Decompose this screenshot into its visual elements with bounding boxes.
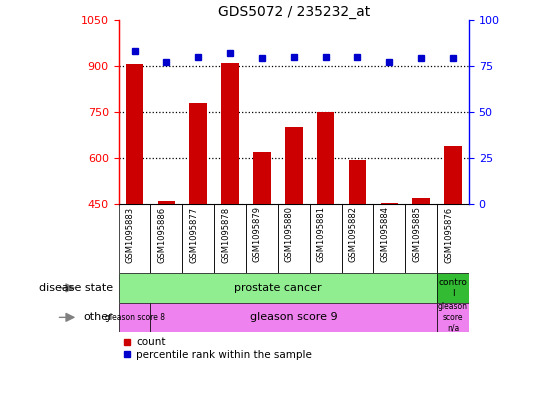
Bar [374,204,405,273]
Title: GDS5072 / 235232_at: GDS5072 / 235232_at [218,5,370,18]
Bar [189,103,207,204]
Bar [278,204,310,273]
Bar [437,273,469,303]
Bar [342,204,374,273]
Bar [437,303,469,332]
Bar [214,204,246,273]
Bar [405,204,437,273]
Text: prostate cancer: prostate cancer [234,283,322,293]
Text: GSM1095876: GSM1095876 [444,206,453,263]
Text: GSM1095880: GSM1095880 [285,206,294,263]
Text: GSM1095886: GSM1095886 [157,206,167,263]
Text: GSM1095885: GSM1095885 [412,206,421,263]
Bar [150,303,437,332]
Bar [381,203,398,204]
Bar [253,152,271,204]
Text: GSM1095883: GSM1095883 [126,206,135,263]
Bar [349,160,366,204]
Text: GSM1095884: GSM1095884 [381,206,389,263]
Bar [285,127,302,204]
Bar [119,204,150,273]
Bar [437,204,469,273]
Text: gleason score 9: gleason score 9 [250,312,337,322]
Bar [150,204,182,273]
Text: gleason score 8: gleason score 8 [105,313,164,322]
Text: disease state: disease state [39,283,113,293]
Text: GSM1095881: GSM1095881 [316,206,326,263]
Text: GSM1095882: GSM1095882 [348,206,357,263]
Text: GSM1095879: GSM1095879 [253,206,262,263]
Bar [126,64,143,204]
Text: GSM1095877: GSM1095877 [189,206,198,263]
Bar [310,204,342,273]
Bar [222,63,239,204]
Bar [412,198,430,204]
Text: GSM1095878: GSM1095878 [221,206,230,263]
Bar [444,146,462,204]
Text: other: other [84,312,113,322]
Text: contro
l: contro l [439,278,467,298]
Text: gleason
score
n/a: gleason score n/a [438,303,468,332]
Bar [182,204,214,273]
Bar [317,112,334,204]
Bar [157,201,175,204]
Bar [246,204,278,273]
Legend: count, percentile rank within the sample: count, percentile rank within the sample [124,337,312,360]
Bar [119,303,150,332]
